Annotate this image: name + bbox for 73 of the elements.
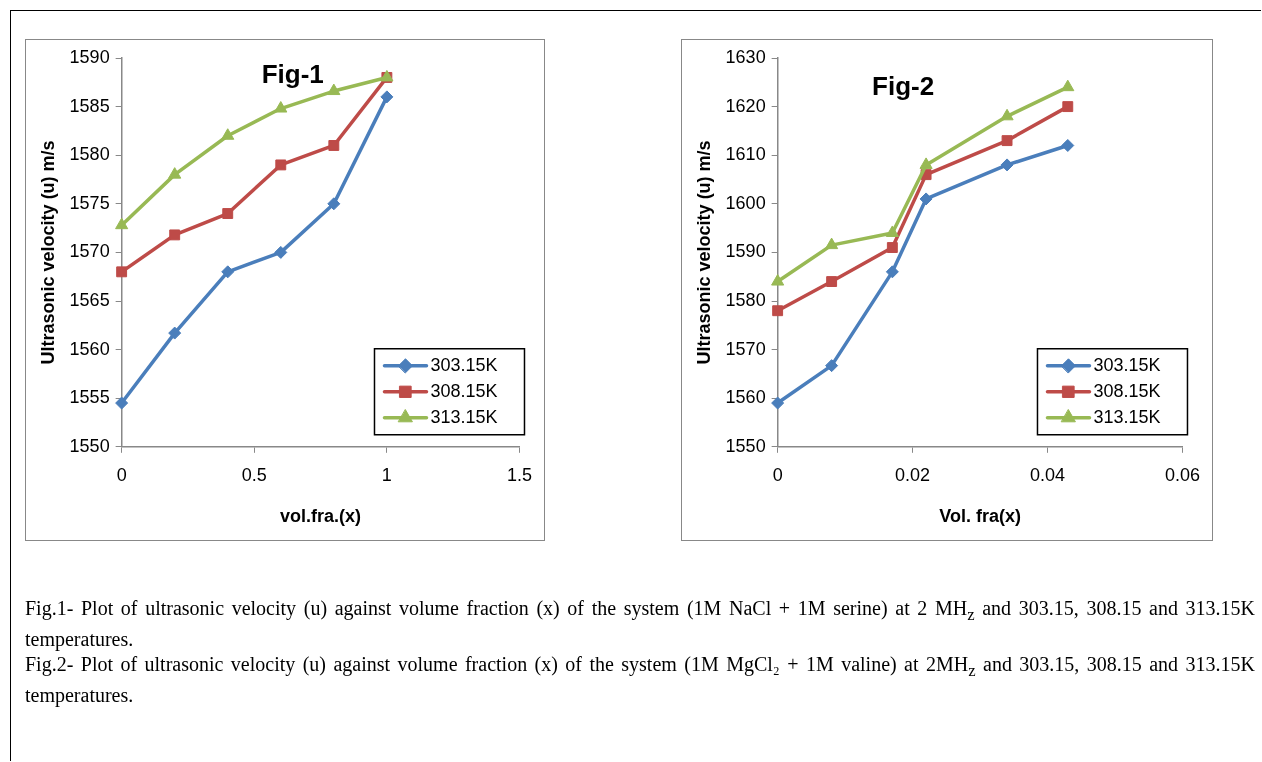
y-tick-label: 1570 [69,241,110,262]
y-axis-title: Ultrasonic velocity (u) m/s [37,140,58,365]
point [168,326,182,340]
point [772,305,784,317]
x-tick-label: 0.04 [1030,464,1066,485]
y-tick-label: 1550 [725,435,766,456]
y-tick-label: 1580 [725,289,766,310]
y-tick-label: 1610 [725,144,766,165]
legend-label: 308.15K [1093,380,1161,401]
y-tick-label: 1585 [69,95,110,116]
y-tick-label: 1560 [725,387,766,408]
y-tick-label: 1555 [69,387,110,408]
point [221,265,235,279]
point [168,167,182,179]
legend-label: 303.15K [1093,354,1161,375]
legend-label: 313.15K [430,406,498,427]
text: Fig.2- Plot of ultrasonic velocity (u) against volume fraction (x) of the system (1M MgCl₂ + 1M valine) at 2MH$_{z}$ and 303.15, 308.15 and 313.15K temperatures. [25,653,1255,706]
point [826,276,838,288]
point [274,101,288,113]
point [221,128,235,140]
point [825,237,839,250]
text: Fig.1- Plot of ultrasonic velocity (u) against volume fraction (x) of the system (1M NaCl + 1M serine) at 2 MH$_{z}$ and 303.15, 308.15 and 313.15K temperatures. [25,597,1255,650]
point [274,245,288,259]
point [886,242,898,253]
text: Fig-2 [872,71,935,102]
x-tick-label: 0.06 [1164,464,1201,485]
point [1000,158,1014,172]
point [328,140,340,151]
y-axis-title: Ultrasonic velocity (u) m/s [693,140,714,365]
point [825,359,839,373]
y-tick-label: 1600 [725,192,766,213]
y-tick-label: 1565 [69,289,110,310]
point [115,217,129,230]
point [1001,135,1013,147]
x-tick-label: 0.5 [241,464,267,485]
y-tick-label: 1630 [725,46,766,67]
x-tick-label: 0 [116,464,127,485]
point [771,396,785,410]
legend-label: 313.15K [1093,406,1161,427]
chart-title: Fig-1 [261,59,324,90]
point [919,192,933,206]
y-tick-label: 1560 [69,338,110,359]
y-tick-label: 1590 [725,241,766,262]
point [275,159,287,171]
point [380,90,394,104]
point [1062,101,1074,113]
point [169,229,181,241]
point [115,396,129,410]
x-tick-label: 0 [772,464,783,485]
point [327,83,341,96]
y-tick-label: 1570 [725,338,766,359]
point [327,197,341,211]
point [1000,108,1014,121]
x-axis-title: vol.fra.(x) [280,506,362,527]
legend-label: 303.15K [430,354,498,375]
y-tick-label: 1575 [69,192,110,213]
x-tick-label: 0.02 [895,464,931,485]
x-tick-label: 1 [381,464,392,485]
point [919,157,933,169]
point [771,274,785,286]
point [116,266,128,278]
x-tick-label: 1.5 [506,464,532,485]
y-tick-label: 1590 [69,46,110,67]
point [885,265,899,279]
y-tick-label: 1580 [69,144,110,165]
legend-label: 308.15K [430,380,498,401]
point [1061,138,1075,152]
point [222,208,234,219]
y-tick-label: 1550 [69,435,110,456]
point [885,225,899,237]
y-tick-label: 1620 [725,95,766,116]
x-axis-title: Vol. fra(x) [939,506,1021,527]
point [1061,79,1075,92]
